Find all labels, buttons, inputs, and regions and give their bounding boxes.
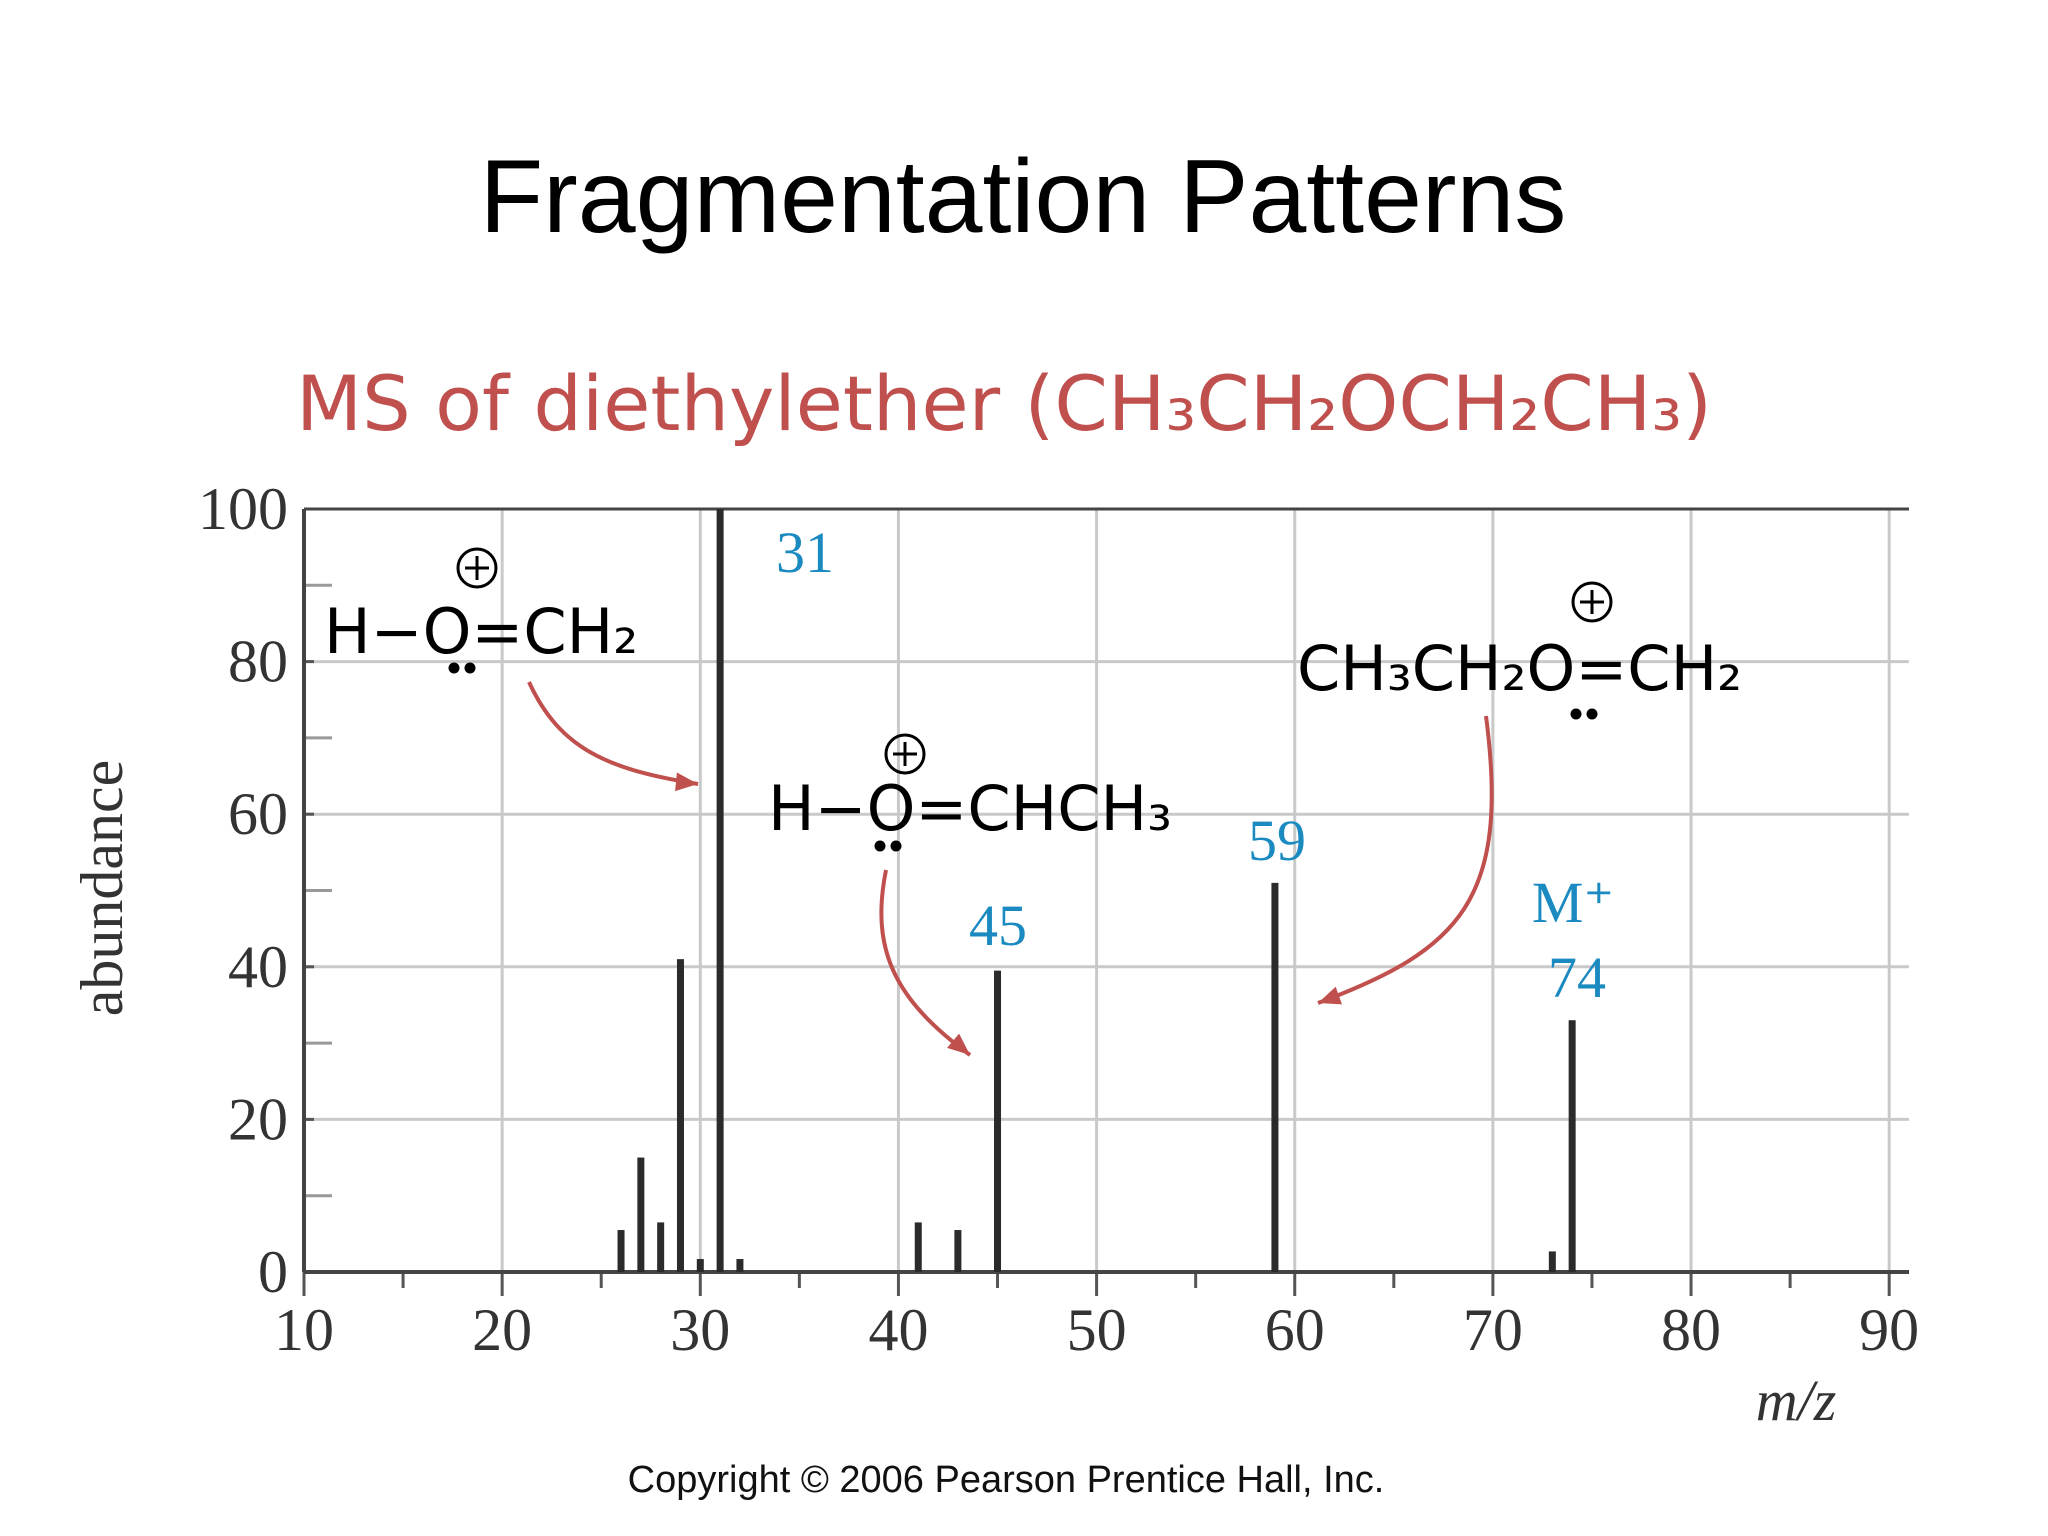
slide-title: Fragmentation Patterns (480, 139, 1567, 255)
x-axis-label: m/z (1756, 1368, 1837, 1433)
peak-bar (1548, 1251, 1556, 1272)
peak-bar (1271, 882, 1279, 1272)
y-tick-label: 80 (228, 629, 288, 695)
peak-bar (617, 1230, 625, 1272)
peak-bar (657, 1222, 665, 1272)
peak-bar (954, 1230, 962, 1272)
x-tick-label: 90 (1859, 1297, 1919, 1363)
lone-pair (1570, 708, 1582, 720)
x-tick-label: 40 (868, 1297, 928, 1363)
structure: H−O=CH₂ (324, 595, 638, 668)
x-tick-label: 10 (274, 1297, 334, 1363)
arrow-head (947, 1033, 970, 1055)
lone-pair (448, 662, 460, 674)
peak-bar (1568, 1020, 1576, 1272)
x-tick-label: 20 (472, 1297, 532, 1363)
arrow-head (675, 772, 698, 792)
peak-label: 59 (1248, 808, 1306, 873)
x-tick-label: 30 (670, 1297, 730, 1363)
arrow (527, 681, 699, 786)
peak-bar (637, 1157, 645, 1272)
charge-plus (1580, 590, 1604, 614)
charge-circle (884, 733, 926, 775)
peak-bar (696, 1259, 704, 1272)
peak-bar (676, 959, 684, 1272)
x-tick-label: 70 (1463, 1297, 1523, 1363)
peak-bar (994, 970, 1002, 1272)
charge-plus (893, 742, 917, 766)
y-tick-label: 100 (198, 476, 288, 542)
peak-bar (736, 1259, 744, 1272)
charge-plus (465, 556, 489, 580)
peak-label: M⁺ (1532, 870, 1614, 935)
structure: H−O=CHCH₃ (768, 772, 1172, 845)
y-axis-label: abundance (69, 760, 135, 1017)
arrow (879, 869, 972, 1057)
arrow-head (1318, 986, 1342, 1005)
lone-pair (1586, 708, 1598, 720)
lone-pair (890, 840, 902, 852)
peak-label: 31 (776, 520, 834, 585)
chart-title: MS of diethylether (CH₃CH₂OCH₂CH₃) (296, 359, 1712, 448)
plot-area (304, 509, 1909, 1272)
x-tick-label: 60 (1265, 1297, 1325, 1363)
peak-label: 74 (1548, 945, 1606, 1010)
y-tick-label: 60 (228, 781, 288, 847)
arrow (1317, 715, 1494, 1005)
copyright: Copyright © 2006 Pearson Prentice Hall, … (628, 1459, 1385, 1501)
x-tick-label: 50 (1067, 1297, 1127, 1363)
lone-pair (874, 840, 886, 852)
x-tick-label: 80 (1661, 1297, 1721, 1363)
structure: CH₃CH₂O=CH₂ (1297, 632, 1742, 705)
peak-label: 45 (969, 893, 1027, 958)
lone-pair (464, 662, 476, 674)
y-tick-label: 20 (228, 1086, 288, 1152)
charge-circle (1571, 581, 1613, 623)
peak-bar (716, 509, 724, 1272)
y-tick-label: 0 (258, 1239, 288, 1305)
peak-bar (914, 1222, 922, 1272)
y-tick-label: 40 (228, 934, 288, 1000)
charge-circle (456, 547, 498, 589)
